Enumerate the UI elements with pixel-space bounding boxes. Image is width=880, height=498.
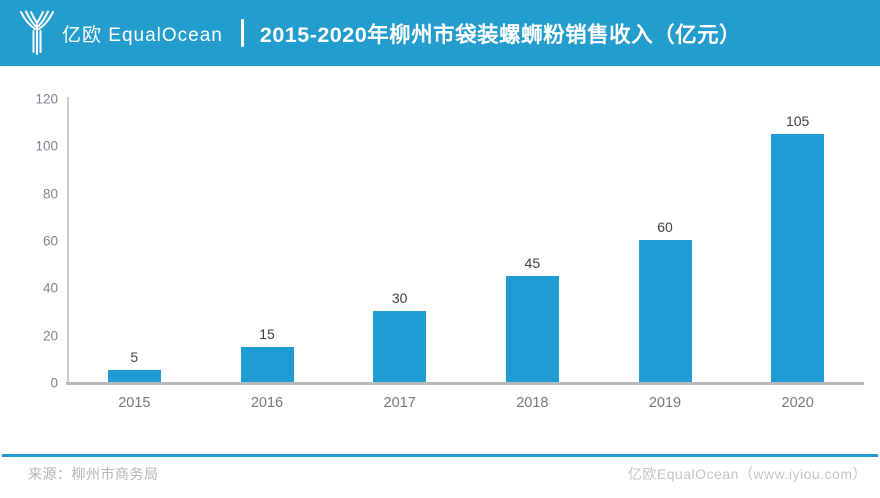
y-axis-tick-label: 40	[42, 280, 58, 296]
y-axis-tick-label: 0	[50, 375, 58, 391]
page-title: 2015-2020年柳州市袋装螺蛳粉销售收入（亿元）	[259, 22, 742, 47]
footer-brand-url: 亿欧EqualOcean（www.iyiou.com）	[627, 466, 867, 482]
bar-2015	[107, 370, 161, 382]
equalocean-logo: 亿欧 EqualOcean	[18, 10, 223, 56]
equalocean-logo-icon	[20, 10, 54, 55]
header-banner: 亿欧 EqualOcean 2015-2020年柳州市袋装螺蛳粉销售收入（亿元）	[0, 0, 880, 66]
bar-chart: 0 20 40 60 80 100 120 5 2015 15 2016 30 2017 45 2018 60…	[0, 66, 880, 454]
bar-2019	[638, 240, 692, 382]
x-axis-category-label: 2018	[516, 395, 549, 411]
x-axis-line	[66, 382, 864, 385]
y-axis-tick-label: 80	[42, 186, 58, 202]
bar-value-label: 5	[130, 349, 139, 366]
logo-wordmark: 亿欧 EqualOcean	[62, 24, 223, 46]
y-axis-tick-label: 100	[35, 138, 58, 154]
bar-2020	[771, 133, 825, 382]
x-axis-category-label: 2017	[383, 395, 416, 411]
x-axis-category-label: 2015	[118, 395, 151, 411]
y-axis-line	[67, 97, 69, 384]
y-axis-tick-label: 20	[42, 328, 58, 344]
bar-value-label: 45	[524, 254, 541, 271]
bar-2018	[505, 275, 559, 382]
footer-divider	[2, 454, 878, 457]
source-attribution: 来源：柳州市商务局	[28, 466, 159, 482]
bar-2017	[373, 311, 427, 382]
x-axis-category-label: 2019	[648, 395, 682, 411]
header-separator	[240, 19, 244, 47]
x-axis-category-label: 2016	[250, 395, 284, 411]
bar-value-label: 60	[657, 219, 673, 235]
x-axis-category-label: 2020	[781, 395, 814, 411]
bar-value-label: 15	[259, 325, 275, 342]
bar-value-label: 105	[785, 112, 810, 129]
bar-2016	[240, 346, 294, 382]
y-axis-tick-label: 120	[35, 91, 58, 107]
y-axis-tick-label: 60	[42, 233, 58, 249]
bar-value-label: 30	[391, 290, 408, 306]
